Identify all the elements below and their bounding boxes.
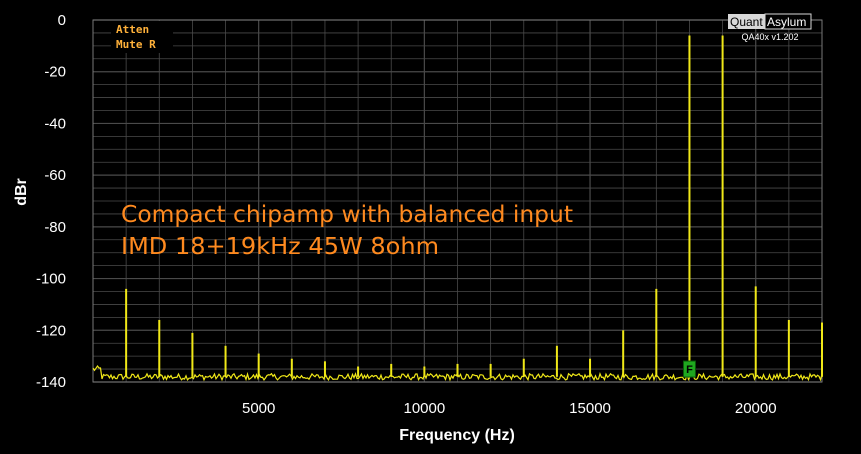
logo-asylum: Asylum xyxy=(767,15,806,29)
spectrum-trace xyxy=(92,35,823,382)
y-tick-label: -40 xyxy=(44,115,66,132)
status-atten: Atten xyxy=(116,23,149,36)
quantasylum-logo: Quant Asylum xyxy=(728,13,812,30)
y-tick-label: -100 xyxy=(36,271,66,288)
logo-quant: Quant xyxy=(730,15,763,29)
annotation-line-1: Compact chipamp with balanced input xyxy=(121,202,573,228)
x-tick-labels: 5000 10000 15000 20000 xyxy=(242,400,777,417)
plot-border xyxy=(92,19,823,383)
version-label: QA40x v1.202 xyxy=(741,32,798,42)
y-tick-label: -140 xyxy=(36,374,66,391)
status-mute: Mute R xyxy=(116,38,156,51)
y-tick-label: -120 xyxy=(36,322,66,339)
y-tick-label: -60 xyxy=(44,167,66,184)
y-tick-label: -20 xyxy=(44,64,66,81)
x-tick-label: 5000 xyxy=(242,400,275,417)
x-axis-label: Frequency (Hz) xyxy=(399,427,515,444)
y-axis-label: dBr xyxy=(13,178,30,206)
status-box xyxy=(111,21,173,53)
x-tick-label: 15000 xyxy=(569,400,611,417)
y-tick-label: 0 xyxy=(58,12,66,29)
frequency-marker[interactable]: F xyxy=(682,360,696,378)
y-tick-label: -80 xyxy=(44,219,66,236)
y-tick-labels: 0 -20 -40 -60 -80 -100 -120 -140 xyxy=(36,12,66,391)
marker-box xyxy=(682,360,696,378)
marker-label: F xyxy=(686,364,693,376)
x-tick-label: 20000 xyxy=(735,400,777,417)
annotation-line-2: IMD 18+19kHz 45W 8ohm xyxy=(121,234,439,260)
x-tick-label: 10000 xyxy=(404,400,446,417)
